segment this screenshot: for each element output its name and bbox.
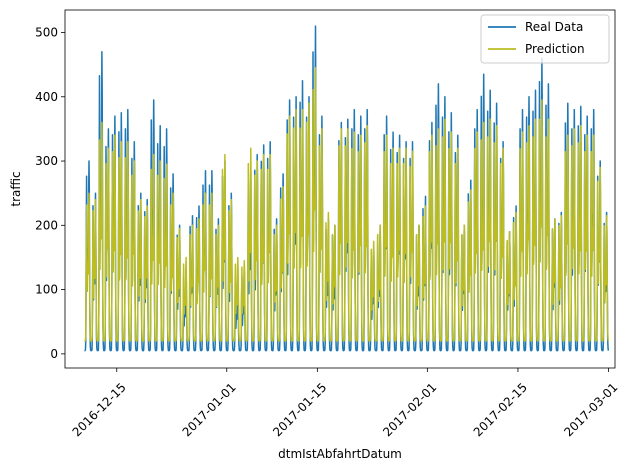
y-tick-label: 0 bbox=[50, 347, 58, 361]
plot-frame bbox=[64, 9, 616, 369]
legend-label-prediction: Prediction bbox=[525, 42, 585, 56]
y-axis-label: traffic bbox=[9, 171, 23, 206]
y-tick-label: 400 bbox=[35, 90, 58, 104]
y-tick-label: 500 bbox=[35, 25, 58, 39]
y-tick-label: 300 bbox=[35, 154, 58, 168]
x-axis-label: dtmIstAbfahrtDatum bbox=[278, 447, 402, 461]
y-axis: 0 100 200 300 400 500 bbox=[35, 25, 65, 361]
y-tick-label: 100 bbox=[35, 283, 58, 297]
legend-label-real-data: Real Data bbox=[525, 20, 583, 34]
y-tick-label: 200 bbox=[35, 218, 58, 232]
series-line-prediction bbox=[83, 67, 610, 342]
series-layer bbox=[83, 25, 610, 352]
legend: Real Data Prediction bbox=[480, 14, 610, 64]
